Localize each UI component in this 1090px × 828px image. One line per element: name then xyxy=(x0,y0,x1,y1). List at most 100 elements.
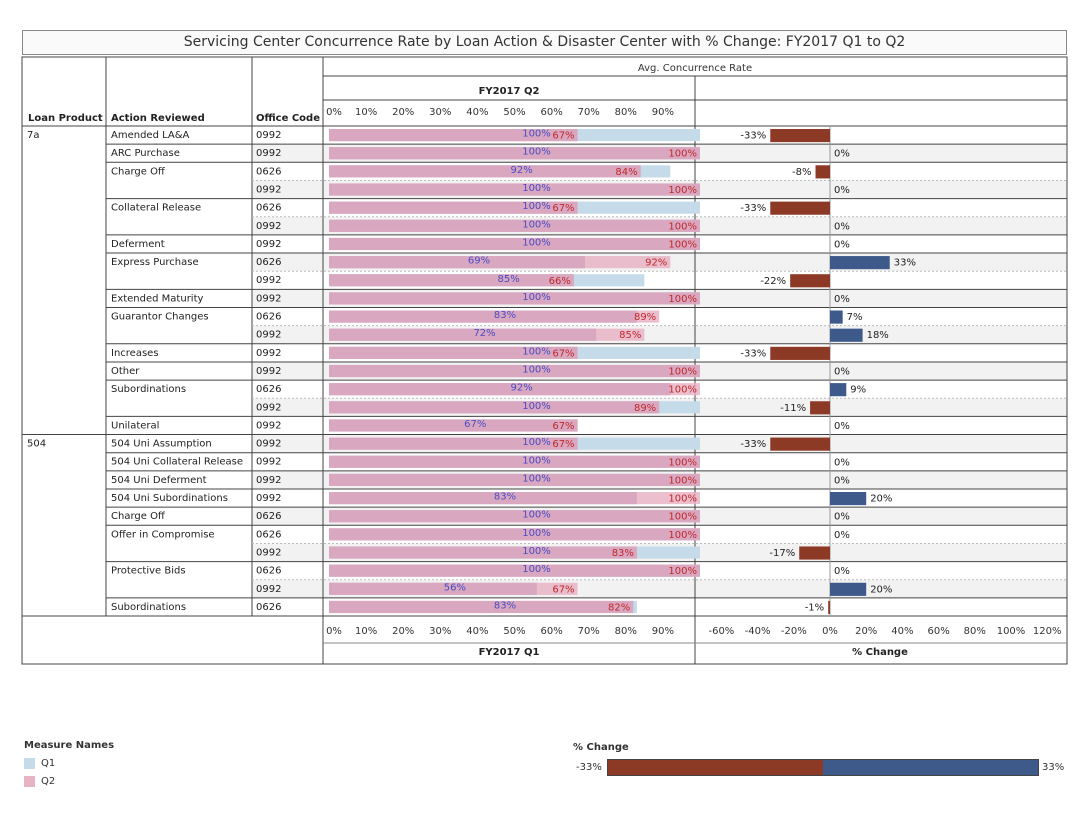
measure-legend: Measure Names Q1 Q2 xyxy=(24,740,114,790)
change-bar xyxy=(828,600,830,615)
change-value-label: 0% xyxy=(834,149,850,160)
office-code-label: 0626 xyxy=(256,566,281,577)
change-value-label: 0% xyxy=(834,367,850,378)
q1-value-label: 100% xyxy=(522,437,551,448)
q1-value-label: 100% xyxy=(522,473,551,484)
change-value-label: 18% xyxy=(867,330,889,341)
office-code-label: 0626 xyxy=(256,511,281,522)
q2-value-label: 100% xyxy=(668,239,697,250)
overlap-bar xyxy=(329,437,578,450)
q2-value-label: 67% xyxy=(552,203,574,214)
change-legend-negative xyxy=(608,760,823,775)
q1-value-label: 100% xyxy=(522,510,551,521)
office-code-label: 0992 xyxy=(256,293,281,304)
change-value-label: 0% xyxy=(834,566,850,577)
change-axis-title: % Change xyxy=(852,647,908,658)
overlap-bar xyxy=(329,256,585,269)
q1-value-label: 72% xyxy=(473,328,495,339)
overlap-bar xyxy=(329,383,671,396)
q1-value-label: 100% xyxy=(522,237,551,248)
change-tick-label: -60% xyxy=(708,626,734,637)
q1-value-label: 100% xyxy=(522,219,551,230)
grid-lines xyxy=(21,56,1068,665)
header-office-code: Office Code xyxy=(256,113,320,124)
overlap-bar xyxy=(329,582,537,595)
header-action-reviewed: Action Reviewed xyxy=(111,113,205,124)
office-code-label: 0992 xyxy=(256,402,281,413)
top-tick-label: 70% xyxy=(578,107,600,118)
overlap-bar xyxy=(329,292,700,305)
top-tick-label: 90% xyxy=(652,107,674,118)
legend-label-q1: Q1 xyxy=(41,757,56,769)
bottom-tick-label: 20% xyxy=(392,626,414,637)
q2-value-label: 92% xyxy=(645,258,667,269)
overlap-bar xyxy=(329,274,574,287)
q2-value-label: 100% xyxy=(668,221,697,232)
office-code-label: 0992 xyxy=(256,348,281,359)
chart-title: Servicing Center Concurrence Rate by Loa… xyxy=(183,34,906,50)
q2-value-label: 100% xyxy=(668,566,697,577)
q2-value-label: 83% xyxy=(612,548,634,559)
q1-value-label: 100% xyxy=(522,401,551,412)
legend-item-q2[interactable]: Q2 xyxy=(24,772,114,790)
q2-value-label: 100% xyxy=(668,475,697,486)
change-legend-max: 33% xyxy=(1042,762,1065,773)
q2-value-label: 82% xyxy=(608,602,630,613)
office-code-label: 0992 xyxy=(256,493,281,504)
legend-swatch-q1 xyxy=(24,757,35,769)
change-tick-label: -20% xyxy=(781,626,807,637)
action-reviewed-label: Charge Off xyxy=(111,511,166,522)
top-tick-label: 40% xyxy=(466,107,488,118)
top-tick-label: 20% xyxy=(392,107,414,118)
change-tick-label: 120% xyxy=(1033,626,1062,637)
chart-marks xyxy=(329,129,890,615)
office-code-label: 0992 xyxy=(256,420,281,431)
change-value-label: -8% xyxy=(792,167,811,178)
change-legend: % Change -33% 33% xyxy=(570,742,1070,792)
q2-value-label: 67% xyxy=(552,439,574,450)
q2-value-label: 84% xyxy=(615,167,637,178)
change-tick-label: -40% xyxy=(745,626,771,637)
overlap-bar xyxy=(329,147,700,160)
action-reviewed-label: Other xyxy=(111,366,140,377)
office-code-label: 0992 xyxy=(256,221,281,232)
q1-value-label: 100% xyxy=(522,183,551,194)
action-reviewed-label: 504 Uni Subordinations xyxy=(111,493,228,504)
change-value-label: -11% xyxy=(780,403,806,414)
change-tick-label: 0% xyxy=(822,626,838,637)
change-bar xyxy=(770,201,830,215)
action-reviewed-label: Subordinations xyxy=(111,384,186,395)
chart-text: Loan Product Action Reviewed Office Code Av… xyxy=(27,63,1061,658)
action-reviewed-label: Subordinations xyxy=(111,602,186,613)
q2-value-label: 67% xyxy=(552,348,574,359)
bottom-tick-label: 30% xyxy=(429,626,451,637)
change-bar xyxy=(830,256,890,270)
q1-value-label: 100% xyxy=(522,455,551,466)
q1-value-label: 100% xyxy=(522,292,551,303)
change-bar xyxy=(790,274,830,288)
legend-item-q1[interactable]: Q1 xyxy=(24,754,114,772)
q2-value-label: 100% xyxy=(668,367,697,378)
office-code-label: 0626 xyxy=(256,312,281,323)
change-legend-positive xyxy=(823,760,1038,775)
office-code-label: 0992 xyxy=(256,457,281,468)
q1-value-label: 100% xyxy=(522,147,551,158)
overlap-bar xyxy=(329,510,700,523)
office-code-label: 0992 xyxy=(256,130,281,141)
q2-value-label: 100% xyxy=(668,185,697,196)
office-code-label: 0626 xyxy=(256,529,281,540)
change-value-label: 7% xyxy=(847,312,863,323)
change-value-label: 0% xyxy=(834,221,850,232)
overlap-bar xyxy=(329,600,634,614)
top-tick-label: 0% xyxy=(326,107,342,118)
office-code-label: 0992 xyxy=(256,184,281,195)
action-reviewed-label: 504 Uni Deferment xyxy=(111,475,207,486)
overlap-bar xyxy=(329,419,578,432)
office-code-label: 0992 xyxy=(256,547,281,558)
action-reviewed-label: Unilateral xyxy=(111,420,159,431)
action-reviewed-label: Deferment xyxy=(111,239,165,250)
action-reviewed-label: 504 Uni Assumption xyxy=(111,439,212,450)
loan-product-label: 7a xyxy=(27,130,40,141)
action-reviewed-label: Express Purchase xyxy=(111,257,199,268)
overlap-bar xyxy=(329,401,660,414)
